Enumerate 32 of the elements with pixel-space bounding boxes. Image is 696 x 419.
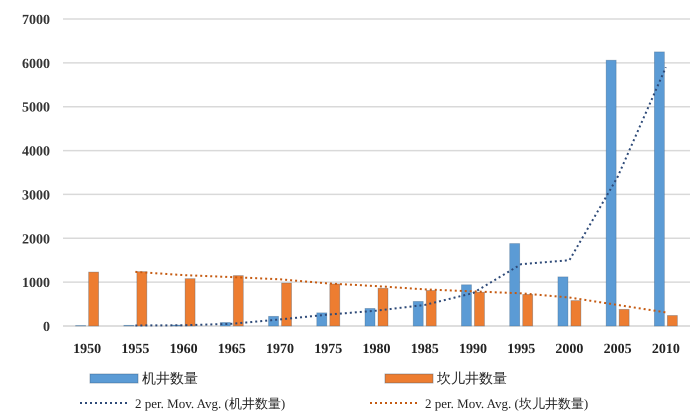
x-tick-label: 1985 (410, 342, 439, 357)
y-tick-label: 2000 (22, 232, 50, 248)
y-tick-label: 3000 (22, 188, 50, 204)
y-tick-label: 6000 (22, 56, 50, 72)
x-tick-label: 1980 (362, 342, 390, 357)
legend-label: 坎儿井数量 (436, 371, 507, 387)
legend-label: 机井数量 (142, 371, 198, 387)
x-tick-label: 1975 (314, 342, 342, 357)
bar (618, 308, 630, 326)
x-tick-label: 1965 (218, 342, 246, 357)
bar (570, 300, 582, 326)
x-tick-label: 1955 (121, 342, 150, 357)
bar (88, 272, 100, 326)
x-tick-label: 1970 (266, 342, 294, 357)
x-tick-label: 1990 (458, 342, 487, 357)
bar (522, 294, 534, 326)
x-tick-label: 1950 (73, 342, 102, 357)
line-series (134, 270, 667, 314)
y-tick-label: 4000 (22, 144, 50, 160)
x-tick-label: 2010 (652, 342, 680, 357)
y-tick-label: 5000 (22, 100, 50, 116)
bar (558, 276, 568, 326)
legend-label: 2 per. Mov. Avg. (机井数量) (135, 396, 286, 411)
x-tick-label: 2000 (555, 342, 584, 357)
legend-label: 2 per. Mov. Avg. (坎儿井数量) (425, 396, 588, 411)
x-tick-label: 1960 (170, 342, 198, 357)
y-tick-label: 1000 (22, 276, 50, 292)
y-tick-label: 0 (43, 320, 50, 335)
bar (666, 315, 678, 326)
x-tick-label: 1995 (507, 342, 536, 357)
y-tick-label: 7000 (22, 13, 50, 28)
x-tick-label: 2005 (604, 342, 632, 357)
